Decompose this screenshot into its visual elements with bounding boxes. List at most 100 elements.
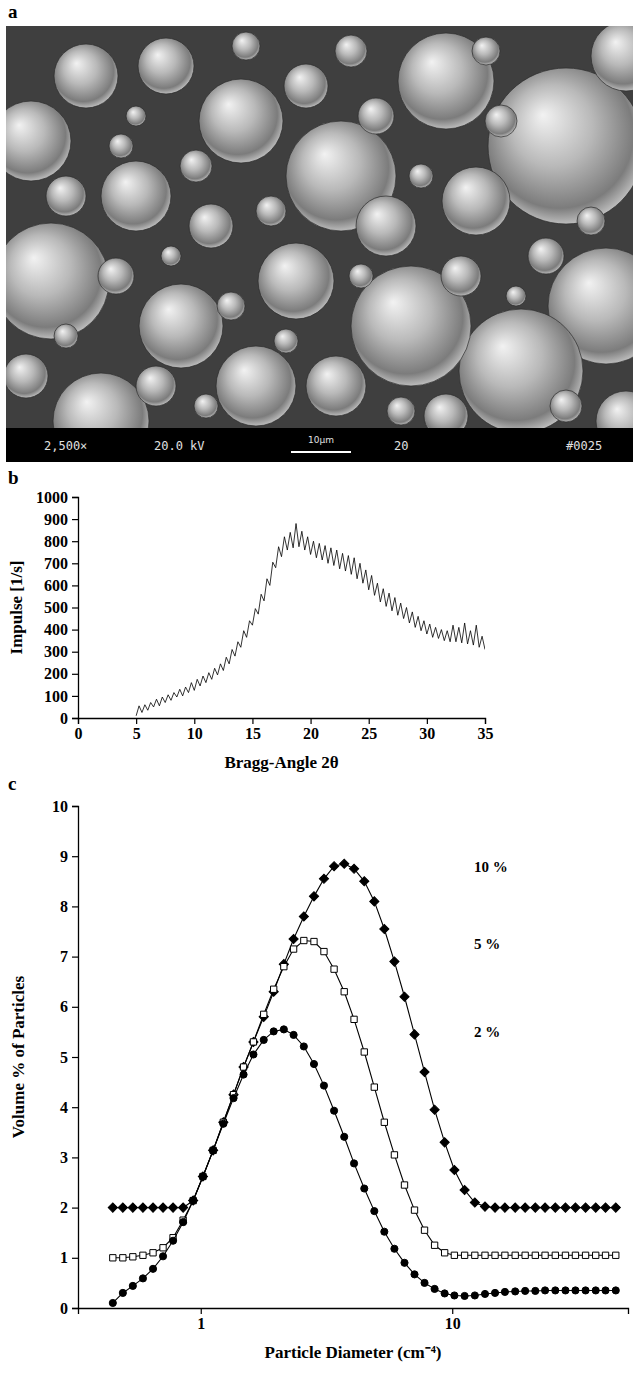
tick-label: 35 [478, 725, 494, 742]
marker [128, 1203, 137, 1212]
marker [329, 862, 338, 871]
tick: 9 [60, 848, 78, 865]
tick-label: 400 [44, 621, 68, 638]
particle [6, 354, 48, 398]
marker [441, 1250, 447, 1256]
axis-line [79, 1309, 629, 1315]
marker [320, 1082, 327, 1089]
marker [350, 1160, 357, 1167]
marker [370, 897, 379, 906]
tick: 1000 [36, 489, 78, 506]
particle [126, 106, 146, 126]
tick: 700 [44, 555, 78, 572]
marker [602, 1287, 609, 1294]
particle [441, 256, 481, 296]
tick: 900 [44, 511, 78, 528]
particle [98, 258, 134, 294]
tick: 1 [60, 1249, 78, 1266]
marker [400, 992, 409, 1001]
marker [511, 1203, 520, 1212]
particle [528, 238, 564, 274]
series-label: 2 % [474, 1024, 500, 1040]
particle [409, 164, 433, 188]
panel-a: a2,500×20.0 kV20#002510µm [0, 1, 639, 469]
tick-mark [72, 1258, 78, 1259]
tick-mark [452, 1308, 453, 1314]
tick: 10 [52, 798, 78, 815]
marker [210, 1147, 216, 1153]
particle [387, 397, 415, 425]
marker [149, 1265, 156, 1272]
tick: 300 [44, 643, 78, 660]
series-line [113, 864, 616, 1208]
particle [596, 391, 633, 428]
tick-mark [72, 1157, 78, 1158]
marker [532, 1287, 539, 1294]
marker [592, 1287, 599, 1294]
marker [471, 1292, 478, 1299]
marker [371, 1084, 377, 1090]
marker [410, 1030, 419, 1039]
particle [335, 35, 367, 67]
marker [360, 877, 369, 886]
plot-marks [108, 859, 620, 1306]
marker [470, 1198, 479, 1207]
tick-label: 10 [187, 725, 203, 742]
marker [440, 1138, 449, 1147]
marker [531, 1203, 540, 1212]
particle [358, 98, 394, 134]
tick: 1 [197, 1308, 205, 1332]
marker [230, 1095, 237, 1102]
tick-label: 100 [44, 688, 68, 705]
tick-label: 6 [60, 998, 68, 1015]
tick-label: 1 [60, 1249, 68, 1266]
tick-label: 800 [44, 533, 68, 550]
marker [109, 1299, 116, 1306]
tick-mark [72, 629, 78, 630]
marker [210, 1147, 217, 1154]
info-text: 20.0 kV [154, 439, 205, 453]
panel-letter: c [8, 773, 16, 794]
marker [240, 1071, 247, 1078]
tick-mark [72, 906, 78, 907]
marker [200, 1173, 206, 1179]
marker [310, 1060, 317, 1067]
tick: 6 [60, 998, 78, 1015]
tick-label: 9 [60, 848, 68, 865]
panel-b: b051015202530350100200300400500600700800… [7, 467, 494, 772]
marker [581, 1203, 590, 1212]
marker [391, 1152, 397, 1158]
particle [216, 346, 296, 426]
marker [500, 1203, 509, 1212]
particle [136, 366, 176, 406]
tick-mark [201, 1308, 202, 1314]
marker [139, 1275, 146, 1282]
tick-label: 10 [52, 798, 68, 815]
tick-label: 25 [361, 725, 377, 742]
marker [220, 1120, 227, 1127]
marker [582, 1252, 588, 1258]
marker [180, 1219, 187, 1226]
marker [411, 1207, 417, 1213]
particle [199, 79, 283, 163]
marker [460, 1185, 469, 1194]
tick-mark [72, 563, 78, 564]
tick-mark [72, 1308, 78, 1309]
marker [160, 1245, 166, 1251]
tick-label: 2 [60, 1199, 68, 1216]
particle [46, 176, 86, 216]
tick: 500 [44, 599, 78, 616]
series-line [136, 524, 485, 716]
marker [150, 1250, 156, 1256]
marker [290, 1031, 297, 1038]
particle [349, 264, 373, 288]
y-axis-title: Volume % of Particles [9, 975, 28, 1138]
particle [284, 64, 328, 108]
particle [256, 196, 286, 226]
series-line [113, 1029, 616, 1303]
marker [120, 1255, 126, 1261]
particle [306, 356, 366, 416]
marker [612, 1287, 619, 1294]
tick-mark [194, 718, 195, 724]
tick: 800 [44, 533, 78, 550]
